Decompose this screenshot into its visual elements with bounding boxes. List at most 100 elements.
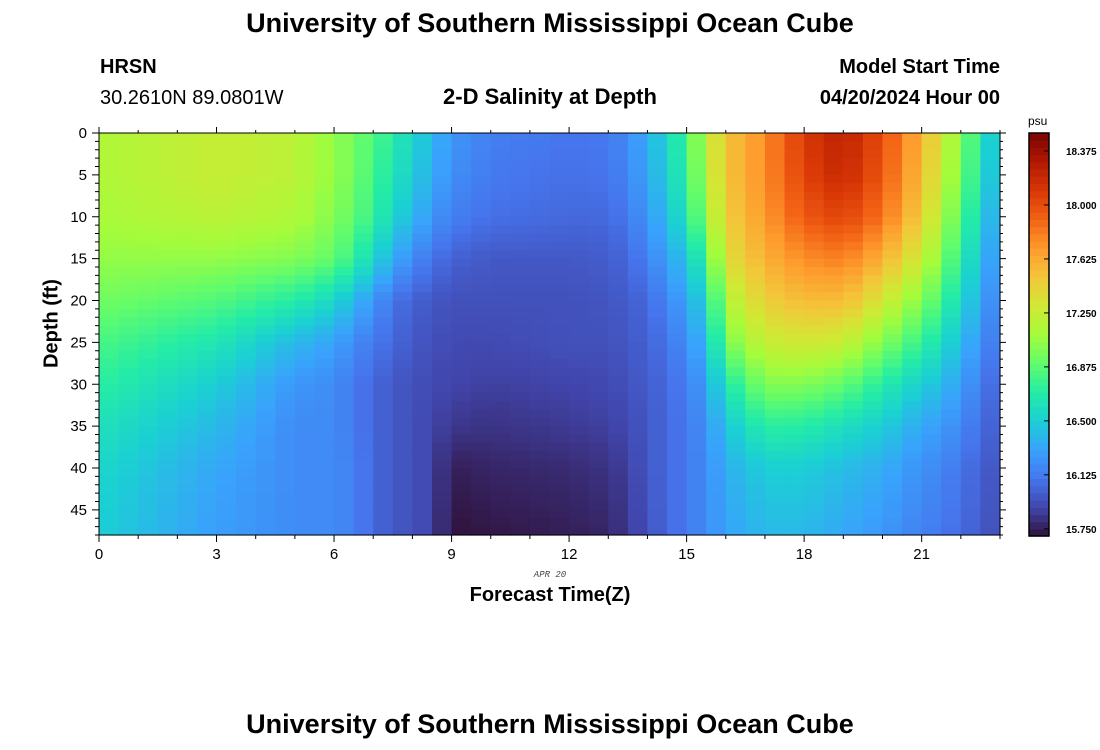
heatmap-cell: [980, 183, 1001, 193]
heatmap-cell: [236, 292, 257, 302]
heatmap-cell: [725, 334, 746, 343]
heatmap-cell: [138, 325, 159, 335]
heatmap-cell: [431, 317, 453, 327]
heatmap-cell: [275, 509, 296, 519]
heatmap-cell: [549, 434, 570, 444]
heatmap-cell: [725, 174, 746, 184]
heatmap-cell: [353, 183, 374, 193]
heatmap-cell: [823, 200, 844, 209]
heatmap-cell: [764, 476, 786, 486]
heatmap-cell: [588, 174, 609, 184]
heatmap-cell: [980, 300, 1001, 310]
heatmap-cell: [960, 149, 982, 159]
heatmap-cell: [294, 417, 316, 427]
heatmap-cell: [490, 459, 511, 469]
heatmap-cell: [294, 141, 316, 151]
heatmap-cell: [823, 267, 844, 276]
heatmap-cell: [314, 342, 335, 352]
heatmap-cell: [451, 233, 472, 243]
heatmap-cell: [902, 434, 923, 444]
heatmap-cell: [921, 250, 942, 260]
heatmap-cell: [569, 208, 590, 218]
heatmap-cell: [157, 426, 178, 436]
heatmap-cell: [138, 367, 159, 377]
heatmap-cell: [236, 317, 257, 327]
heatmap-cell: [902, 141, 923, 151]
heatmap-cell: [294, 434, 316, 444]
heatmap-cell: [745, 141, 766, 151]
heatmap-cell: [980, 493, 1001, 503]
heatmap-cell: [177, 308, 198, 318]
heatmap-cell: [138, 200, 159, 209]
heatmap-cell: [334, 392, 355, 402]
heatmap-cell: [627, 501, 649, 511]
heatmap-cell: [725, 359, 746, 369]
heatmap-cell: [275, 241, 296, 251]
x-tick-label: 15: [678, 546, 695, 563]
heatmap-cell: [764, 267, 786, 276]
heatmap-cell: [745, 451, 766, 461]
heatmap-cell: [255, 317, 276, 327]
heatmap-cell: [706, 350, 727, 360]
heatmap-cell: [941, 267, 962, 276]
heatmap-cell: [627, 317, 649, 327]
heatmap-cell: [667, 342, 688, 352]
heatmap-cell: [275, 442, 296, 452]
heatmap-cell: [647, 442, 668, 452]
heatmap-cell: [99, 451, 120, 461]
heatmap-cell: [294, 459, 316, 469]
heatmap-cell: [157, 442, 178, 452]
heatmap-cell: [588, 158, 609, 168]
heatmap-cell: [314, 350, 335, 360]
heatmap-cell: [862, 241, 884, 251]
heatmap-cell: [490, 375, 511, 385]
heatmap-cell: [510, 442, 531, 452]
heatmap-cell: [138, 468, 159, 477]
heatmap-cell: [118, 208, 139, 218]
heatmap-cell: [608, 342, 629, 352]
heatmap-cell: [157, 509, 178, 519]
heatmap-cell: [275, 275, 296, 285]
heatmap-cell: [686, 292, 707, 302]
heatmap-cell: [784, 468, 805, 477]
heatmap-cell: [275, 434, 296, 444]
heatmap-cell: [471, 401, 492, 410]
heatmap-cell: [706, 509, 727, 519]
heatmap-cell: [686, 359, 707, 369]
colorbar-tick-label: 18.000: [1066, 201, 1097, 212]
heatmap-cell: [608, 292, 629, 302]
heatmap-cell: [471, 174, 492, 184]
heatmap-cell: [314, 417, 335, 427]
heatmap-cell: [647, 225, 668, 235]
heatmap-cell: [823, 501, 844, 511]
station-coordinates: 30.2610N 89.0801W: [100, 87, 284, 109]
heatmap-cell: [745, 216, 766, 226]
heatmap-cell: [647, 409, 668, 419]
colorbar-tick-label: 18.375: [1066, 147, 1097, 158]
colorbar-segment: [1029, 449, 1049, 458]
heatmap-cell: [196, 459, 218, 469]
heatmap-cell: [255, 493, 276, 503]
colorbar-segment: [1029, 420, 1049, 429]
heatmap-cell: [412, 417, 433, 427]
heatmap-cell: [921, 451, 942, 461]
heatmap-cell: [118, 501, 139, 511]
heatmap-cell: [314, 384, 335, 394]
heatmap-cell: [823, 133, 844, 142]
heatmap-cell: [804, 426, 825, 436]
heatmap-cell: [353, 325, 374, 335]
heatmap-cell: [275, 283, 296, 293]
heatmap-cell: [157, 459, 178, 469]
heatmap-cell: [627, 375, 649, 385]
heatmap-cell: [902, 174, 923, 184]
heatmap-cell: [216, 493, 237, 503]
heatmap-cell: [667, 325, 688, 335]
heatmap-cell: [118, 367, 139, 377]
heatmap-cell: [314, 392, 335, 402]
heatmap-cell: [471, 250, 492, 260]
heatmap-cell: [236, 417, 257, 427]
heatmap-cell: [882, 350, 903, 360]
heatmap-cell: [412, 133, 433, 142]
heatmap-cell: [941, 518, 962, 528]
y-tick-label: 25: [70, 334, 87, 351]
